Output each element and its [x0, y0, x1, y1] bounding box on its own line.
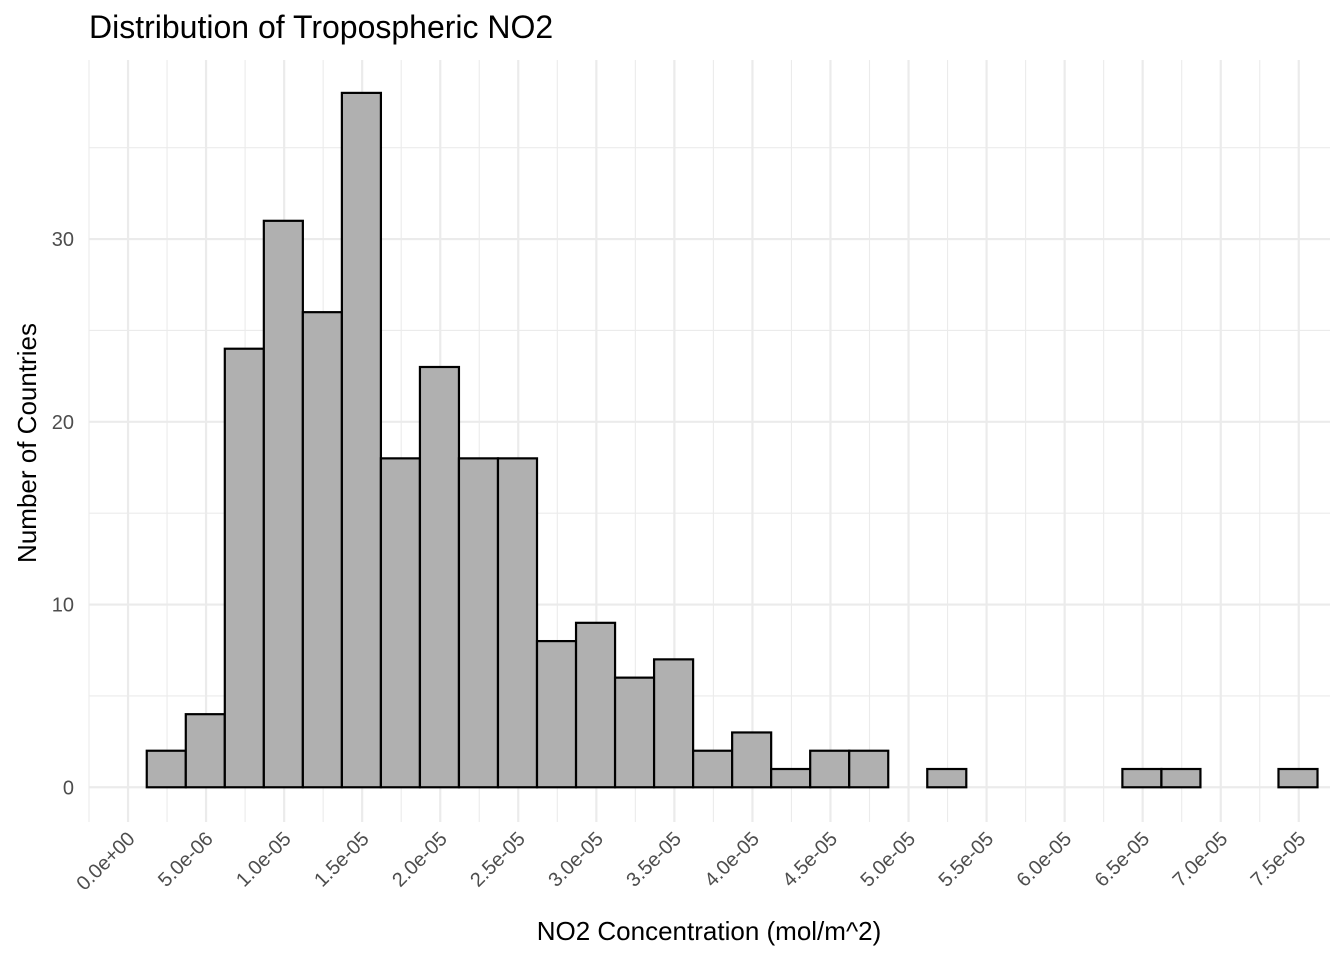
histogram-bar: [613, 676, 656, 789]
histogram-bar: [223, 347, 265, 789]
x-tick-label: 4.0e-05: [700, 828, 764, 892]
y-tick-label: 0: [63, 777, 74, 799]
x-tick-label: 5.5e-05: [935, 828, 999, 892]
x-tick-label: 1.5e-05: [310, 828, 374, 892]
histogram-bar: [340, 91, 383, 789]
y-tick-label: 10: [52, 595, 74, 617]
x-tick-label: 5.0e-06: [154, 828, 218, 892]
histogram-bar: [809, 749, 851, 789]
histogram-bar: [262, 219, 304, 789]
x-tick-label: 7.5e-05: [1247, 828, 1311, 892]
histogram-bar: [301, 311, 343, 789]
bars-layer: [145, 91, 1319, 789]
histogram-bar: [692, 749, 734, 789]
histogram-bar: [770, 767, 812, 789]
histogram-bar: [848, 749, 890, 789]
histogram-bar: [457, 457, 500, 789]
x-tick-label: 3.0e-05: [544, 828, 608, 892]
histogram-bar: [1277, 767, 1319, 789]
histogram-bar: [418, 365, 461, 789]
histogram-bar: [184, 713, 226, 789]
x-tick-label: 6.5e-05: [1091, 828, 1155, 892]
histogram-bar: [1121, 767, 1163, 789]
x-tick-label: 5.0e-05: [857, 828, 921, 892]
x-tick-label: 2.5e-05: [466, 828, 530, 892]
x-tick-label: 6.0e-05: [1013, 828, 1077, 892]
x-tick-label: 1.0e-05: [232, 828, 296, 892]
histogram-bar: [496, 457, 539, 789]
x-tick-label: 0.0e+00: [72, 828, 139, 895]
histogram-bar: [379, 457, 422, 789]
histogram-bar: [652, 658, 695, 789]
histogram-bar: [926, 767, 968, 789]
y-tick-label: 30: [52, 229, 74, 251]
y-tick-label: 20: [52, 412, 74, 434]
y-axis-title: Number of Countries: [12, 323, 42, 563]
x-axis-title: NO2 Concentration (mol/m^2): [537, 916, 882, 946]
x-tick-label: 3.5e-05: [622, 828, 686, 892]
histogram-bar: [145, 749, 187, 789]
histogram-bar: [731, 731, 773, 789]
x-tick-label: 2.0e-05: [388, 828, 452, 892]
histogram-bar: [1160, 767, 1202, 789]
chart-title: Distribution of Tropospheric NO2: [89, 9, 553, 45]
x-tick-label: 7.0e-05: [1169, 828, 1233, 892]
histogram-bar: [535, 639, 578, 789]
x-tick-label: 4.5e-05: [778, 828, 842, 892]
histogram-bar: [574, 621, 617, 789]
